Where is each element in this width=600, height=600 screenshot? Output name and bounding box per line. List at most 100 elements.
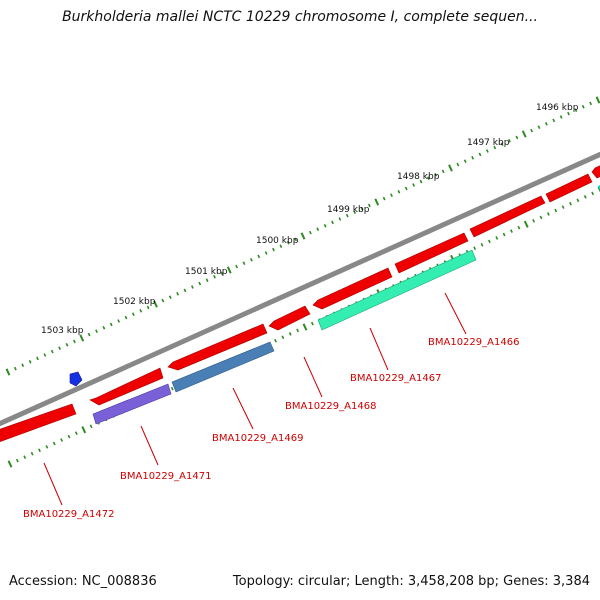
scale-tick — [589, 101, 593, 106]
scale-tick — [567, 111, 570, 116]
tick-label: 1497 kbp — [467, 138, 510, 148]
inner-scale-tick — [480, 243, 484, 247]
inner-scale-tick — [576, 198, 580, 203]
tick-label: 1496 kbp — [536, 103, 579, 113]
gene-cds — [545, 173, 593, 203]
scale-tick — [21, 363, 25, 367]
scale-tick — [226, 266, 232, 274]
scale-tick — [13, 366, 17, 371]
scale-tick — [595, 96, 600, 104]
inner-scale-tick — [30, 451, 34, 456]
scale-tick — [139, 309, 143, 313]
gene-a1469-feature — [171, 341, 275, 393]
scale-tick — [146, 305, 150, 310]
inner-scale-tick — [539, 215, 543, 220]
inner-scale-tick — [561, 205, 565, 209]
scale-ticks — [5, 96, 600, 376]
small-blue-feature — [69, 371, 83, 387]
gene-cds — [394, 232, 469, 274]
scale-tick — [367, 203, 371, 208]
tick-label: 1503 kbp — [41, 326, 84, 336]
inner-scale-tick — [7, 460, 13, 468]
tick-label: 1501 kbp — [185, 267, 228, 277]
scale-tick — [316, 227, 320, 231]
scale-tick — [65, 343, 69, 347]
forward-cds-track — [0, 165, 600, 442]
scale-tick — [521, 130, 527, 138]
accession-text: Accession: NC_008836 — [9, 574, 157, 589]
scale-tick — [360, 207, 364, 211]
scale-tick — [43, 353, 47, 357]
scale-tick — [50, 349, 54, 354]
scale-tick — [213, 275, 216, 279]
tick-label: 1498 kbp — [397, 172, 440, 182]
scale-tick — [353, 210, 357, 214]
scale-tick — [441, 169, 445, 174]
inner-scale-tick — [296, 328, 300, 333]
scale-tick — [537, 125, 541, 129]
scale-tick — [109, 322, 113, 327]
inner-scale-ticks — [7, 186, 600, 468]
scale-tick — [183, 288, 187, 293]
scale-tick — [242, 261, 246, 265]
scale-tick — [124, 315, 128, 320]
scale-tick — [102, 326, 106, 330]
inner-scale-tick — [74, 431, 78, 435]
scale-tick — [448, 164, 453, 172]
scale-tick — [382, 196, 386, 201]
scale-tick — [272, 247, 275, 252]
scale-tick — [198, 281, 202, 286]
scale-tick — [205, 278, 209, 282]
gene-labels: BMA10229_A1466 BMA10229_A1467 BMA10229_A… — [23, 337, 519, 520]
scale-tick — [559, 115, 563, 119]
gene-cds — [89, 367, 164, 406]
scale-tick — [323, 224, 327, 228]
inner-scale-tick — [487, 239, 491, 244]
scale-tick — [390, 193, 393, 197]
scale-tick — [294, 237, 298, 242]
scale-tick — [235, 264, 239, 269]
inner-scale-tick — [288, 332, 292, 336]
scale-tick — [153, 300, 158, 308]
inner-scale-tick — [554, 208, 558, 213]
inner-scale-tick — [89, 424, 93, 429]
scale-tick — [220, 271, 224, 276]
scale-tick — [544, 122, 548, 126]
scale-tick — [500, 142, 504, 146]
scale-tick — [456, 162, 460, 167]
inner-scale-tick — [60, 438, 64, 442]
inner-scale-tick — [38, 448, 41, 453]
inner-scale-tick — [495, 236, 499, 240]
scale-tick — [419, 179, 423, 184]
inner-scale-tick — [583, 195, 587, 199]
inner-scale-tick — [15, 458, 19, 463]
scale-tick — [404, 186, 408, 191]
scale-tick — [426, 176, 430, 180]
gene-label: BMA10229_A1466 — [428, 337, 519, 348]
scale-labels: 1496 kbp 1497 kbp 1498 kbp 1499 kbp 1500… — [41, 103, 579, 336]
scale-tick — [249, 258, 253, 262]
inner-scale-tick — [517, 225, 521, 230]
inner-scale-tick — [591, 191, 595, 196]
scale-tick — [131, 312, 135, 316]
scale-tick — [515, 135, 519, 140]
tick-label: 1500 kbp — [256, 236, 299, 246]
inner-scale-tick — [45, 445, 49, 449]
scale-tick — [5, 368, 11, 376]
inner-scale-tick — [569, 201, 572, 206]
inner-scale-tick — [310, 321, 314, 326]
gene-cds — [469, 195, 546, 238]
scale-tick — [28, 360, 32, 364]
tick-label: 1502 kbp — [113, 297, 156, 307]
scale-tick — [478, 152, 482, 157]
chromosome-backbone — [0, 151, 600, 427]
scale-tick — [79, 334, 85, 342]
scale-tick — [36, 356, 39, 361]
label-leaders — [43, 292, 467, 506]
scale-tick — [412, 183, 416, 187]
gene-a1471-feature — [92, 383, 172, 425]
inner-scale-tick — [510, 229, 513, 233]
scale-tick — [72, 339, 76, 344]
inner-scale-tick — [274, 338, 277, 343]
